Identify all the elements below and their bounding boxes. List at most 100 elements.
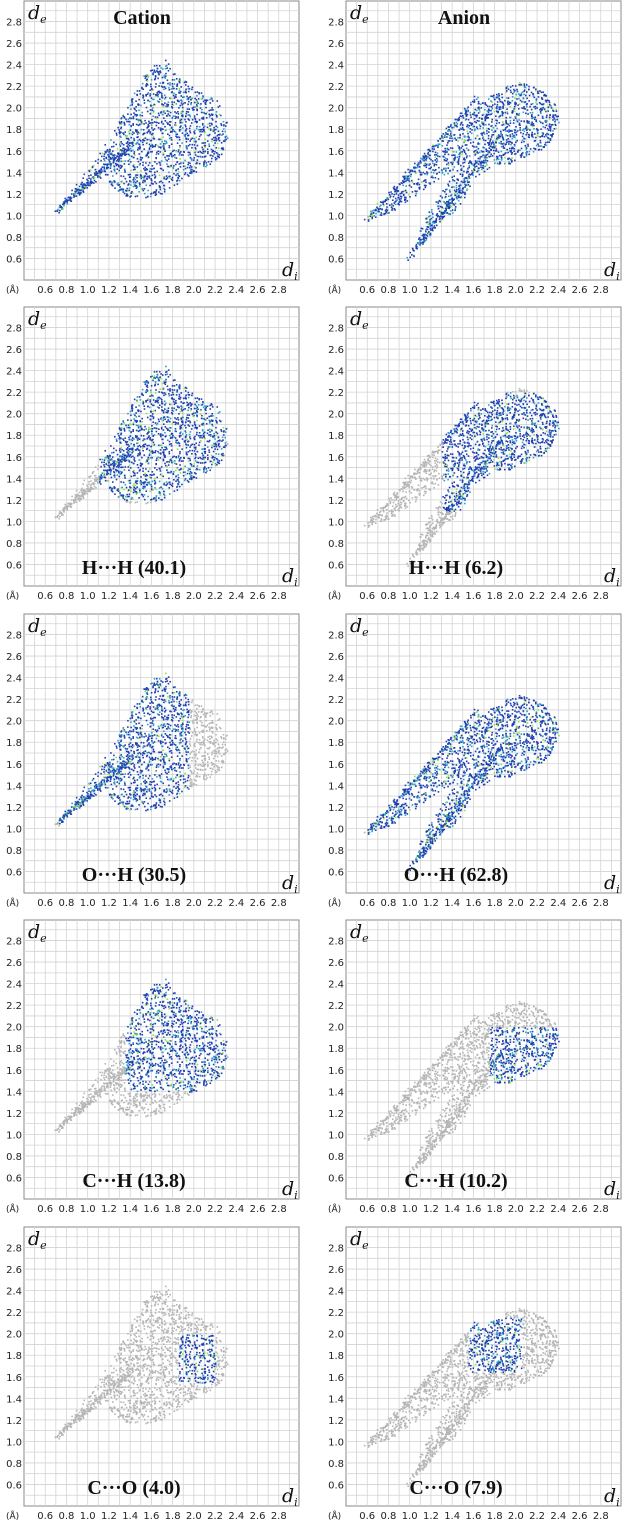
data-point xyxy=(162,128,164,131)
data-point xyxy=(169,420,171,423)
data-point xyxy=(152,89,154,91)
data-point xyxy=(154,76,157,78)
data-point xyxy=(465,176,468,179)
data-point xyxy=(132,470,135,473)
data-point xyxy=(168,443,171,446)
data-point xyxy=(128,187,131,190)
data-point xyxy=(385,202,388,205)
data-point xyxy=(496,156,499,158)
data-point xyxy=(145,400,147,402)
data-point xyxy=(180,154,183,156)
data-point xyxy=(123,147,125,150)
data-point xyxy=(514,129,517,132)
data-point xyxy=(498,106,501,108)
data-point xyxy=(526,151,528,153)
data-point xyxy=(131,496,133,499)
data-point xyxy=(391,209,393,211)
data-point xyxy=(219,420,222,423)
data-point xyxy=(443,156,445,158)
data-point xyxy=(154,392,157,394)
data-point xyxy=(150,476,152,479)
data-point xyxy=(171,127,174,129)
data-point xyxy=(105,150,107,153)
data-point xyxy=(174,115,176,118)
data-point xyxy=(138,497,140,499)
data-point xyxy=(216,100,219,102)
data-point xyxy=(196,414,198,417)
data-point xyxy=(150,69,152,72)
data-point xyxy=(136,171,139,174)
data-point xyxy=(447,130,450,132)
data-point xyxy=(130,108,132,111)
data-point xyxy=(122,481,125,484)
x-tick-label: 1.4 xyxy=(122,285,138,296)
data-point xyxy=(120,433,122,436)
data-point xyxy=(449,134,451,137)
data-point xyxy=(153,375,156,378)
data-point xyxy=(170,88,173,90)
data-point xyxy=(142,95,145,98)
data-point xyxy=(548,141,551,143)
data-point xyxy=(121,471,123,473)
data-point xyxy=(514,103,516,105)
data-point xyxy=(464,108,466,111)
data-point xyxy=(443,168,446,170)
data-point xyxy=(506,112,509,115)
data-point xyxy=(426,217,429,219)
data-point xyxy=(89,184,91,187)
data-point xyxy=(117,160,120,163)
data-point xyxy=(552,108,554,111)
data-point xyxy=(453,192,456,195)
data-point xyxy=(138,454,141,456)
data-point xyxy=(198,441,201,444)
data-point xyxy=(488,142,490,144)
data-point xyxy=(150,178,152,180)
data-point xyxy=(211,425,214,427)
data-point xyxy=(468,165,471,167)
data-point xyxy=(212,149,214,152)
data-point xyxy=(449,213,451,215)
data-point xyxy=(458,191,460,194)
data-point xyxy=(136,90,139,92)
data-point xyxy=(154,500,157,502)
data-point xyxy=(397,190,399,192)
data-point xyxy=(144,179,146,182)
data-point xyxy=(179,121,182,124)
data-point xyxy=(61,207,64,209)
data-point xyxy=(434,168,437,171)
data-point xyxy=(461,116,464,118)
data-point xyxy=(189,156,192,159)
data-point xyxy=(166,439,169,442)
data-point xyxy=(111,184,114,187)
data-point xyxy=(119,164,122,167)
data-point xyxy=(554,120,556,123)
data-point xyxy=(441,206,443,209)
data-point xyxy=(437,155,439,157)
data-point xyxy=(128,482,131,484)
data-point xyxy=(153,497,156,499)
data-point xyxy=(140,157,143,160)
data-point xyxy=(151,433,153,435)
data-point xyxy=(420,173,423,176)
data-point xyxy=(103,163,105,166)
data-point xyxy=(127,424,130,427)
data-point xyxy=(376,206,378,209)
data-point xyxy=(445,204,448,207)
data-point xyxy=(377,207,379,210)
data-point xyxy=(150,389,152,392)
data-point xyxy=(442,133,445,135)
data-point xyxy=(444,134,446,137)
data-point xyxy=(437,140,439,142)
data-point xyxy=(163,117,165,120)
data-point xyxy=(156,100,159,102)
data-point xyxy=(541,131,544,134)
data-point xyxy=(463,135,466,138)
data-point xyxy=(138,429,141,432)
data-point xyxy=(431,221,434,224)
data-point xyxy=(167,113,169,115)
data-point xyxy=(471,145,474,147)
data-point xyxy=(500,145,503,148)
data-point xyxy=(521,91,524,93)
data-point xyxy=(165,446,168,449)
data-point xyxy=(480,132,482,135)
